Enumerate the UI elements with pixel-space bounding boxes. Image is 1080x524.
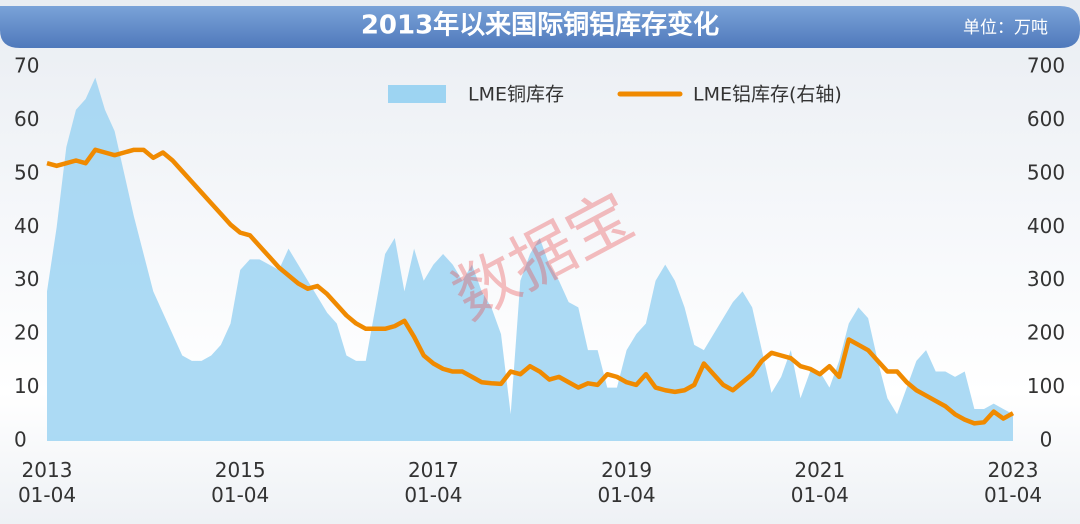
y2-tick-label: 500 — [1027, 160, 1065, 184]
y2-tick-label: 300 — [1027, 267, 1065, 291]
y2-tick-label: 100 — [1027, 374, 1065, 398]
y2-tick-label: 600 — [1027, 107, 1065, 131]
y-tick-label: 40 — [14, 214, 39, 238]
y2-tick-label: 200 — [1027, 321, 1065, 345]
x-tick-label: 2013 01-04 — [17, 458, 77, 507]
y-tick-label: 10 — [14, 374, 39, 398]
x-tick-label: 2017 01-04 — [404, 458, 463, 507]
plot — [46, 77, 1015, 441]
x-tick-label: 2021 01-04 — [790, 458, 849, 507]
x-tick-label: 2023 01-04 — [983, 458, 1043, 507]
y-tick-label: 70 — [14, 54, 39, 78]
y-tick-label: 50 — [14, 160, 39, 184]
legend-swatch — [388, 85, 446, 103]
legend-label: LME铝库存(右轴) — [693, 84, 842, 106]
chart-title: 2013年以来国际铜铝库存变化 — [361, 10, 719, 41]
title-bar — [0, 6, 1080, 48]
y-tick-label: 60 — [14, 107, 39, 131]
legend-label: LME铜库存 — [468, 84, 564, 106]
x-tick-label: 2015 01-04 — [211, 458, 270, 507]
y2-tick-label: 400 — [1027, 214, 1065, 238]
y2-tick-label: 0 — [1040, 428, 1053, 452]
y2-tick-label: 700 — [1027, 54, 1065, 78]
y-tick-label: 0 — [14, 428, 27, 452]
copper-area — [47, 77, 1013, 441]
unit-label: 单位：万吨 — [963, 18, 1048, 38]
aluminum-line — [46, 147, 1015, 426]
x-tick-label: 2019 01-04 — [597, 458, 656, 507]
y-tick-label: 20 — [14, 321, 39, 345]
y-tick-label: 30 — [14, 267, 39, 291]
